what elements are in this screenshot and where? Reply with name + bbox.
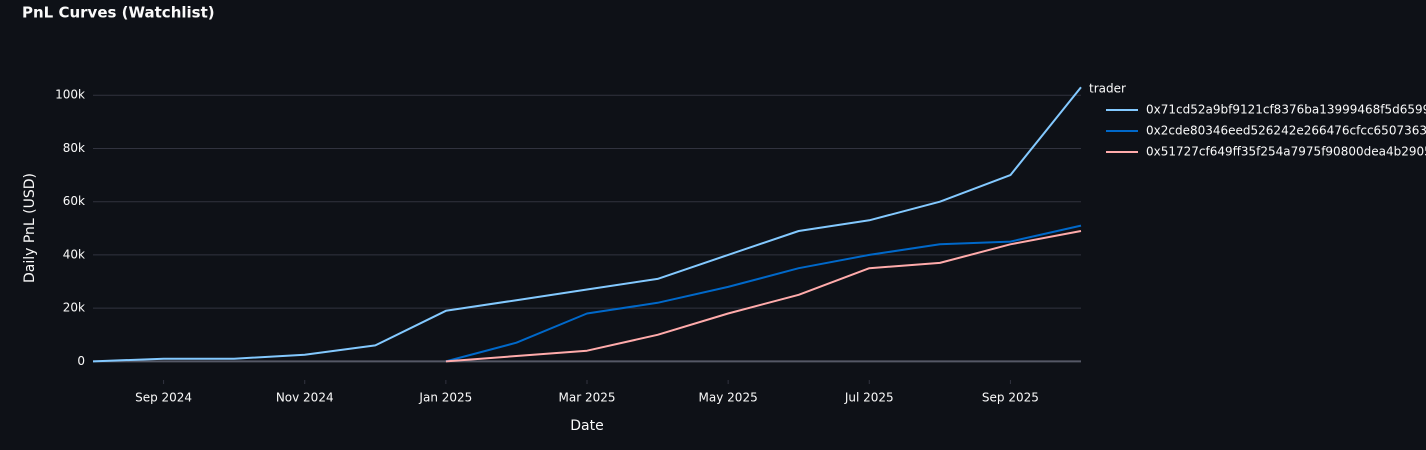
x-tick-label: Jul 2025	[844, 391, 894, 405]
series-line	[445, 224, 1082, 363]
y-tick-label: 20k	[63, 301, 85, 315]
y-tick-label: 80k	[63, 141, 85, 155]
x-axis-title: Date	[570, 418, 603, 434]
x-tick-label: Mar 2025	[559, 391, 616, 405]
x-tick-label: Jan 2025	[418, 391, 472, 405]
chart-title: PnL Curves (Watchlist)	[22, 4, 215, 22]
legend-label: 0x51727cf649ff35f254a7975f90800dea4b2905…	[1146, 145, 1426, 159]
x-tick-label: May 2025	[699, 391, 758, 405]
x-tick-label: Sep 2025	[982, 391, 1039, 405]
x-tick-label: Nov 2024	[276, 391, 334, 405]
series-line	[445, 230, 1082, 363]
series-line	[92, 86, 1082, 363]
legend-label: 0x71cd52a9bf9121cf8376ba13999468f5d65991…	[1146, 103, 1426, 117]
y-tick-label: 100k	[55, 88, 85, 102]
y-tick-label: 0	[77, 354, 85, 368]
legend-title: trader	[1089, 82, 1126, 96]
y-tick-label: 40k	[63, 247, 85, 261]
x-tick-label: Sep 2024	[135, 391, 192, 405]
y-axis-title: Daily PnL (USD)	[22, 173, 38, 283]
y-tick-label: 60k	[63, 194, 85, 208]
legend-label: 0x2cde80346eed526242e266476cfcc65073635b…	[1146, 124, 1426, 138]
